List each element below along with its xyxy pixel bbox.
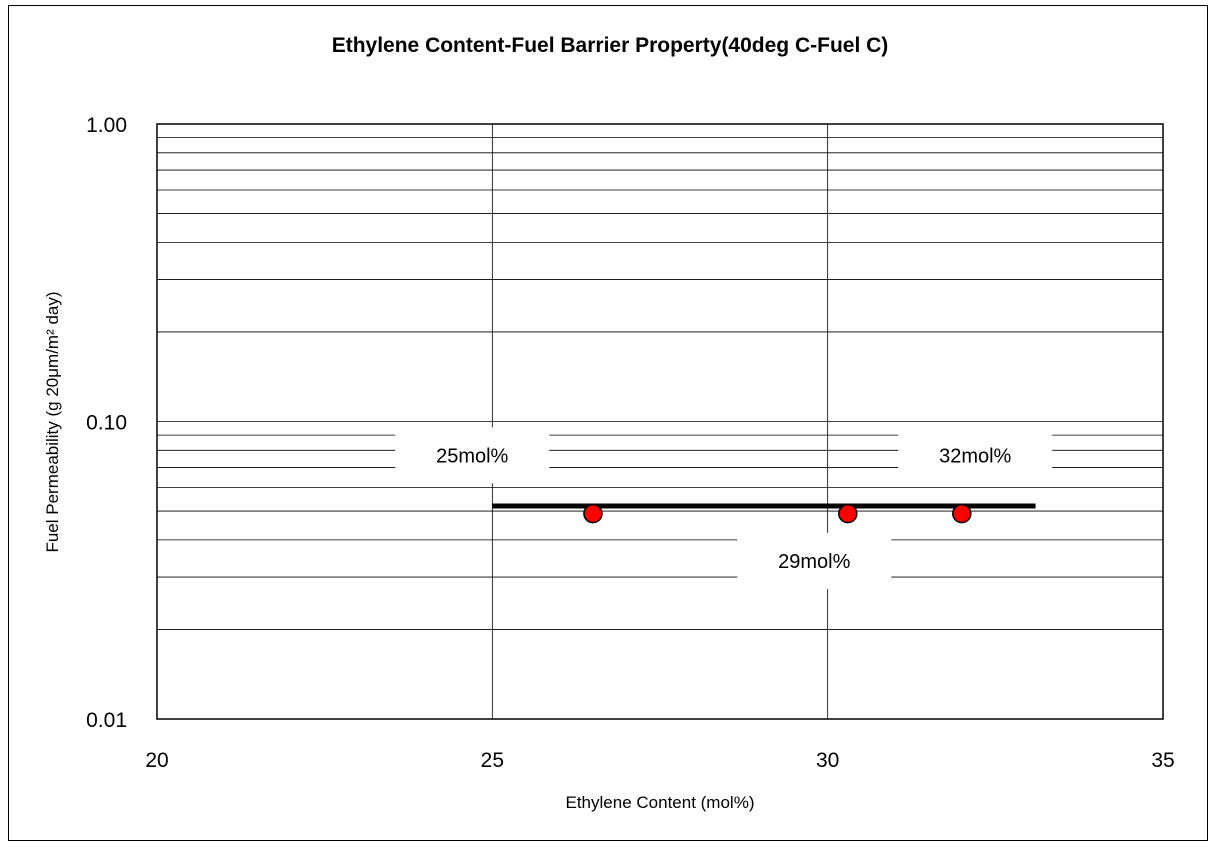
- annotation-box: [737, 532, 892, 589]
- y-tick-label: 0.01: [86, 709, 127, 732]
- x-tick-label: 25: [481, 749, 504, 772]
- annotation-label: 25mol%: [436, 445, 508, 467]
- plot-area-border: [156, 123, 1164, 720]
- x-tick-label: 35: [1151, 749, 1174, 772]
- chart-frame: [8, 5, 1208, 841]
- data-point: [838, 503, 858, 524]
- x-axis-ticks: 20 25 30 35: [145, 749, 1174, 772]
- y-axis-label: Fuel Permeability (g 20μm/m² day): [43, 291, 62, 552]
- data-points: [583, 503, 972, 524]
- y-tick-label: 1.00: [86, 114, 127, 137]
- x-tick-label: 30: [816, 749, 839, 772]
- annotation-label: 32mol%: [939, 445, 1011, 467]
- annotations: 25mol% 29mol% 32mol%: [395, 427, 1053, 589]
- y-axis-ticks: 0.01 0.10 1.00: [86, 114, 127, 732]
- data-point: [583, 503, 603, 524]
- annotation-box: [898, 427, 1053, 484]
- y-tick-label: 0.10: [86, 412, 127, 435]
- grid: [157, 124, 1163, 719]
- annotation-label: 29mol%: [778, 551, 850, 573]
- data-point: [952, 503, 972, 524]
- x-tick-label: 20: [145, 749, 168, 772]
- x-axis-label: Ethylene Content (mol%): [566, 793, 755, 812]
- chart-title: Ethylene Content-Fuel Barrier Property(4…: [332, 34, 889, 57]
- annotation-box: [395, 427, 550, 484]
